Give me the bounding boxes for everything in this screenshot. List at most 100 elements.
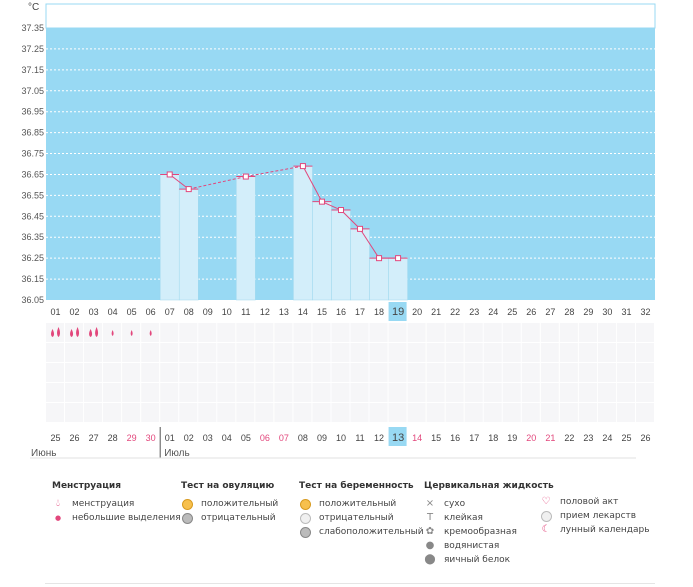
cycle-day-label: 30 — [602, 307, 612, 317]
cycle-day-label: 21 — [431, 307, 441, 317]
grid-cell — [616, 403, 635, 422]
grid-cell — [141, 343, 160, 362]
calendar-date-label: 05 — [241, 433, 251, 443]
legend-label: яичный белок — [444, 555, 511, 565]
calendar-date-label: 30 — [146, 433, 156, 443]
weak-positive-circle-icon — [300, 526, 311, 538]
grid-cell — [274, 343, 293, 362]
grid-cell — [388, 323, 407, 342]
cycle-day-label: 20 — [412, 307, 422, 317]
negative-circle-icon — [300, 512, 311, 524]
grid-cell — [369, 383, 388, 402]
cycle-day-label: 26 — [526, 307, 536, 317]
y-tick-label: 36.65 — [21, 169, 44, 179]
grid-cell — [217, 383, 236, 402]
grid-cell — [46, 363, 65, 382]
legend-pregnancy: Тест на беременность положительный отриц… — [299, 481, 424, 539]
small-drop-icon — [149, 330, 152, 336]
cycle-day-label: 27 — [545, 307, 555, 317]
temperature-bar — [236, 176, 256, 301]
grid-cell — [160, 323, 179, 342]
calendar-date-label: 19 — [507, 433, 517, 443]
grid-cell — [445, 343, 464, 362]
negative-circle-icon — [182, 512, 193, 524]
grid-cell — [502, 383, 521, 402]
grid-cell — [141, 403, 160, 422]
grid-cell — [65, 343, 84, 362]
grid-cell — [122, 343, 141, 362]
small-drop-icon — [130, 330, 133, 336]
grid-cell — [426, 363, 445, 382]
grid-cell — [179, 363, 198, 382]
grid-cell — [179, 403, 198, 422]
y-tick-label: 37.35 — [21, 23, 44, 33]
grid-cell — [578, 363, 597, 382]
calendar-date-label: 02 — [184, 433, 194, 443]
legend-item: × сухо — [424, 497, 554, 511]
cycle-day-label: 07 — [165, 307, 175, 317]
grid-cell — [236, 343, 255, 362]
grid-cell — [331, 403, 350, 422]
grid-cell — [350, 363, 369, 382]
heart-icon: ♡ — [541, 496, 551, 507]
y-tick-label: 37.15 — [21, 65, 44, 75]
small-drop-icon: ● — [54, 514, 62, 522]
unit-label: °C — [28, 2, 39, 13]
cycle-day-label: 23 — [469, 307, 479, 317]
grid-cell — [464, 383, 483, 402]
grid-cell — [388, 343, 407, 362]
grid-cell — [293, 343, 312, 362]
grid-cell — [312, 323, 331, 342]
grid-cell — [388, 383, 407, 402]
grid-cell — [141, 383, 160, 402]
cycle-day-label: 29 — [583, 307, 593, 317]
grid-cell — [483, 363, 502, 382]
grid-cell — [274, 403, 293, 422]
grid-cell — [635, 343, 654, 362]
grid-cell — [217, 343, 236, 362]
calendar-date-label: 04 — [222, 433, 232, 443]
grid-cell — [84, 403, 103, 422]
legend-label: клейкая — [444, 513, 483, 523]
legend-item: ● небольшие выделения — [52, 511, 181, 525]
calendar-date-label: 09 — [317, 433, 327, 443]
temperature-bar — [159, 174, 180, 301]
grid-cell — [293, 363, 312, 382]
grid-cell — [521, 403, 540, 422]
grid-cell — [293, 383, 312, 402]
y-tick-label: 37.25 — [21, 44, 44, 54]
grid-cell — [369, 323, 388, 342]
grid-cell — [483, 323, 502, 342]
temperature-bar — [369, 257, 389, 301]
y-tick-label: 36.85 — [21, 128, 44, 138]
temperature-bar — [178, 188, 199, 301]
grid-cell — [388, 363, 407, 382]
small-drop-icon — [111, 330, 114, 336]
grid-cell — [236, 363, 255, 382]
grid-cell — [198, 403, 217, 422]
grid-cell — [635, 323, 654, 342]
grid-cell — [521, 343, 540, 362]
bbt-chart: °C 37.35 37.25 37.15 37.05 36.95 36.85 36.75 36… — [21, 2, 656, 459]
grid-cell — [255, 403, 274, 422]
cross-icon: × — [425, 498, 435, 509]
calendar-date-label: 12 — [374, 433, 384, 443]
grid-cell — [198, 323, 217, 342]
temperature-point — [185, 186, 192, 193]
cycle-day-label: 16 — [336, 307, 346, 317]
grid-cell — [426, 403, 445, 422]
cycle-day-label: 05 — [127, 307, 137, 317]
y-tick-label: 36.25 — [21, 253, 44, 263]
temperature-bar — [388, 257, 408, 301]
grid-cell — [141, 363, 160, 382]
grid-cell — [217, 363, 236, 382]
cycle-day-label: 02 — [70, 307, 80, 317]
grid-cell — [46, 383, 65, 402]
month-label-july: Июль — [164, 448, 190, 459]
cycle-day-label: 09 — [203, 307, 213, 317]
grid-cell — [350, 403, 369, 422]
legend-item: 💧︎ менструация — [52, 497, 181, 511]
calendar-date-label: 03 — [203, 433, 213, 443]
